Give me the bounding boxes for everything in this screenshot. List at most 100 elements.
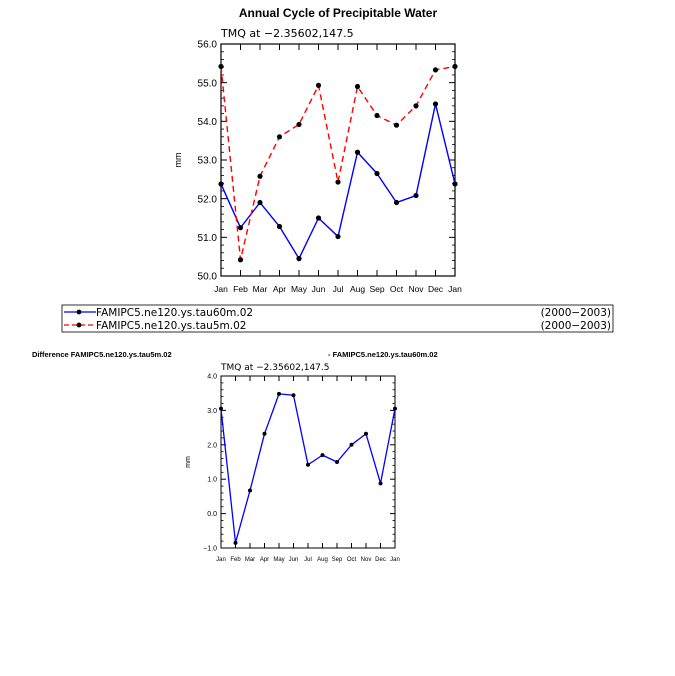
bottom-chart-title-right: - FAMIPC5.ne120.ys.tau60m.02 — [328, 350, 438, 359]
top-ytick-label: 50.0 — [198, 272, 218, 283]
top-series-1-point — [374, 170, 380, 177]
bottom-ytick-label: 1.0 — [207, 477, 217, 484]
bottom-series-1-point — [349, 442, 354, 447]
legend-period-1: (2000−2003) — [541, 307, 611, 319]
bottom-series-1-point — [233, 540, 238, 545]
legend-box — [61, 304, 614, 333]
bottom-series-1-point — [262, 431, 267, 436]
top-xtick-label: Jan — [214, 284, 228, 294]
top-series-line-2 — [220, 65, 456, 261]
bottom-series-line-1 — [220, 393, 396, 544]
bottom-series-1-point — [393, 406, 397, 411]
bottom-series-1-point — [378, 481, 383, 486]
top-chart-title: Annual Cycle of Precipitable Water — [239, 6, 438, 20]
bottom-xtick-label: Nov — [361, 557, 372, 563]
top-series-1-point — [315, 215, 322, 221]
bottom-ytick-label: 0.0 — [207, 511, 217, 518]
bottom-xtick-label: Jul — [304, 557, 312, 563]
top-series-2-point — [374, 112, 380, 119]
bottom-series-1-point — [277, 391, 281, 396]
top-xtick-label: Nov — [408, 284, 424, 294]
top-series-2-point — [257, 173, 263, 179]
top-chart: Annual Cycle of Precipitable Water TMQ a… — [173, 6, 462, 294]
top-series-2-point — [393, 122, 400, 128]
top-ytick-label: 51.0 — [198, 233, 218, 244]
top-series-1-point — [296, 256, 302, 262]
bottom-xtick-label: May — [273, 557, 284, 563]
bottom-chart: Difference FAMIPC5.ne120.ys.tau5m.02 - F… — [32, 350, 438, 563]
bottom-xtick-label: Jun — [289, 557, 299, 563]
legend: FAMIPC5.ne120.ys.tau60m.02 (2000−2003) F… — [61, 304, 614, 333]
top-xtick-label: May — [291, 284, 308, 294]
top-plot-frame — [220, 43, 456, 277]
top-series-1-point — [335, 233, 341, 240]
top-series-2-point — [335, 179, 341, 185]
top-series-2-point — [354, 83, 361, 90]
bottom-series-1-point — [364, 431, 368, 436]
legend-marker-2 — [76, 322, 82, 328]
top-xtick-label: Aug — [350, 284, 365, 294]
top-xtick-label: Jun — [312, 284, 326, 294]
top-series-1-point — [452, 181, 458, 187]
legend-label-2: FAMIPC5.ne120.ys.tau5m.02 — [96, 320, 246, 332]
top-ytick-label: 52.0 — [198, 194, 218, 205]
top-series-1-point — [276, 223, 283, 230]
top-xtick-label: Jan — [448, 284, 462, 294]
bottom-xtick-label: Jan — [390, 557, 400, 563]
top-series-2-point — [237, 257, 244, 263]
top-series-2-point — [296, 121, 302, 128]
bottom-ytick-label: 2.0 — [207, 442, 217, 449]
bottom-xtick-label: Aug — [317, 557, 328, 563]
top-xtick-label: Apr — [273, 284, 286, 294]
legend-period-2: (2000−2003) — [541, 320, 611, 332]
top-series-2-point — [276, 134, 283, 140]
top-series-2-point — [315, 82, 322, 88]
bottom-series-1-point — [291, 393, 296, 398]
top-series-1-point — [393, 199, 400, 206]
top-ytick-label: 53.0 — [198, 156, 218, 167]
top-ytick-label: 56.0 — [198, 40, 218, 51]
top-series-2-point — [452, 63, 458, 70]
top-ytick-label: 55.0 — [198, 78, 218, 89]
bottom-ytick-label: −1.0 — [203, 546, 217, 553]
top-chart-subtitle: TMQ at −2.35602,147.5 — [220, 27, 354, 40]
top-series-2-point — [413, 103, 419, 109]
top-chart-ylabel: mm — [173, 153, 183, 168]
top-series-1-point — [237, 225, 244, 231]
legend-label-1: FAMIPC5.ne120.ys.tau60m.02 — [96, 307, 253, 319]
bottom-series-1-point — [306, 462, 310, 467]
legend-entry-1: FAMIPC5.ne120.ys.tau60m.02 (2000−2003) — [64, 307, 611, 319]
bottom-series-1-point — [335, 460, 339, 464]
bottom-xtick-label: Mar — [245, 557, 255, 563]
bottom-series-1-point — [320, 453, 325, 458]
top-series-1-point — [218, 181, 224, 187]
top-series-1-point — [432, 101, 439, 107]
top-xtick-label: Mar — [253, 284, 268, 294]
legend-entry-2: FAMIPC5.ne120.ys.tau5m.02 (2000−2003) — [64, 320, 611, 332]
top-xtick-label: Jul — [333, 284, 344, 294]
bottom-series-1-point — [219, 406, 223, 411]
bottom-series-1-point — [248, 488, 252, 493]
legend-marker-1 — [76, 309, 82, 315]
bottom-xtick-label: Sep — [332, 557, 343, 563]
top-series-1-point — [354, 149, 361, 155]
bottom-chart-title-left: Difference FAMIPC5.ne120.ys.tau5m.02 — [32, 350, 172, 359]
bottom-ytick-label: 4.0 — [207, 374, 217, 381]
top-xtick-label: Sep — [369, 284, 384, 294]
top-xtick-label: Oct — [390, 284, 404, 294]
top-series-2-point — [218, 63, 224, 70]
bottom-xtick-label: Jan — [216, 557, 226, 563]
bottom-ytick-label: 3.0 — [207, 408, 217, 415]
top-series-1-point — [413, 192, 419, 199]
top-xtick-label: Dec — [428, 284, 444, 294]
bottom-chart-ylabel: mm — [185, 456, 192, 468]
bottom-xtick-label: Apr — [260, 557, 269, 563]
top-ytick-label: 54.0 — [198, 117, 218, 128]
top-series-1-point — [257, 199, 263, 206]
bottom-xtick-label: Feb — [230, 557, 241, 563]
bottom-xtick-label: Oct — [347, 557, 357, 563]
top-xtick-label: Feb — [233, 284, 248, 294]
bottom-xtick-label: Dec — [375, 557, 386, 563]
top-series-2-point — [432, 67, 439, 73]
